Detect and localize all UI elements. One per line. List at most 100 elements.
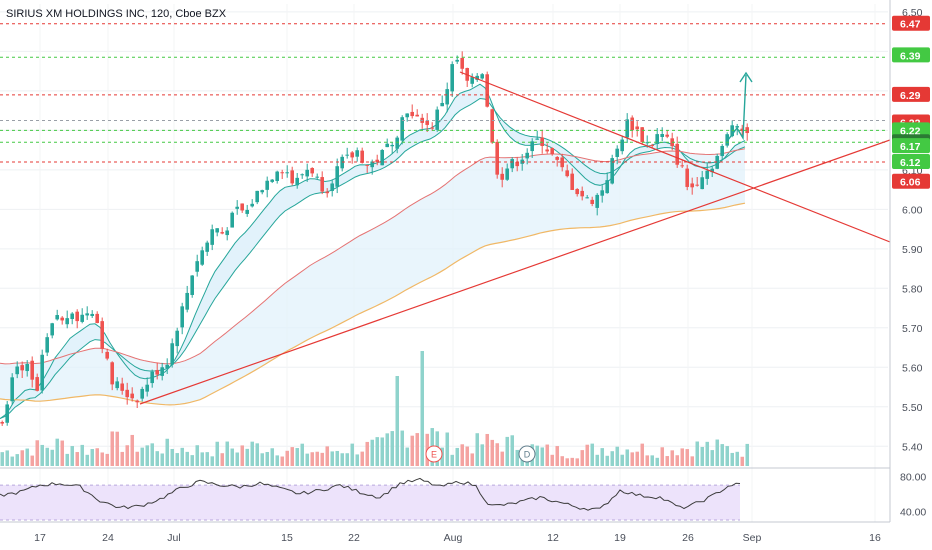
candle-body [70, 313, 74, 320]
candle-body [595, 194, 599, 208]
candle-body [35, 377, 39, 391]
x-tick-label: 22 [348, 532, 360, 544]
candle-body [235, 206, 239, 209]
candle-body [0, 422, 4, 424]
x-tick-label: 16 [869, 532, 881, 544]
y-tick-label: 5.70 [902, 323, 923, 335]
candle-body [300, 174, 304, 176]
volume-bar [420, 351, 424, 466]
volume-bar [580, 450, 584, 466]
volume-bar [455, 447, 459, 466]
volume-bar [20, 450, 24, 466]
candle-body [490, 109, 494, 143]
y-tick-label: 5.90 [902, 244, 923, 256]
volume-bar [190, 455, 194, 466]
volume-bar [375, 437, 379, 466]
volume-bar [355, 454, 359, 466]
price-tag-label: 6.39 [900, 50, 921, 62]
volume-bar [25, 448, 29, 466]
volume-bar [245, 448, 249, 466]
volume-bar [680, 448, 684, 466]
volume-bar [400, 430, 404, 466]
volume-bar [500, 451, 504, 466]
candle-body [50, 323, 54, 336]
volume-bar [85, 454, 89, 466]
volume-bar [415, 433, 419, 466]
candle-body [75, 311, 79, 322]
candle-body [130, 393, 134, 399]
candle-body [115, 381, 119, 389]
volume-bar [495, 443, 499, 466]
candle-body [240, 203, 244, 211]
volume-bar [235, 452, 239, 466]
candle-body [125, 389, 129, 398]
candle-body [475, 75, 479, 80]
candle-body [625, 119, 629, 138]
volume-bar [165, 438, 169, 466]
volume-bar [65, 453, 69, 466]
chart-title: SIRIUS XM HOLDINGS INC, 120, Cboe BZX [6, 8, 227, 20]
candle-body [655, 134, 659, 145]
volume-bar [275, 455, 279, 466]
price-tag-label: 6.17 [900, 141, 921, 153]
volume-bar [15, 454, 19, 466]
time-axis[interactable]: 17 24 Jul 15 22 Aug 12 19 26 Sep 16 [34, 532, 881, 544]
volume-bar [605, 455, 609, 466]
volume-bar [735, 451, 739, 466]
candle-body [685, 168, 689, 187]
candle-body [185, 292, 189, 310]
price-tag [892, 122, 930, 138]
candle-body [180, 306, 184, 328]
volume-bar [365, 441, 369, 466]
volume-bar [200, 452, 204, 466]
candle-body [405, 113, 409, 118]
candle-body [95, 313, 99, 324]
candle-body [135, 400, 139, 403]
candle-body [435, 109, 439, 130]
candle-body [150, 371, 154, 384]
volume-bar [220, 453, 224, 466]
candle-body [155, 370, 159, 375]
volume-bar [380, 437, 384, 466]
candle-body [100, 321, 104, 349]
candle-body [630, 117, 634, 131]
volume-bar [280, 456, 284, 466]
volume-bar [745, 443, 749, 466]
volume-bar [60, 440, 64, 466]
volume-bar [270, 448, 274, 466]
volume-bar [610, 451, 614, 466]
volume-bar [250, 441, 254, 466]
candle-body [605, 180, 609, 194]
candle-body [175, 330, 179, 347]
candle-body [80, 314, 84, 322]
volume-bar [395, 376, 399, 466]
volume-bar [485, 433, 489, 466]
event-marker [425, 445, 443, 463]
candle-body [5, 404, 9, 423]
volume-bar [510, 435, 514, 466]
volume-bar [550, 454, 554, 466]
volume-bar [480, 444, 484, 466]
volume-bar [515, 449, 519, 466]
candle-body [310, 168, 314, 174]
candle-body [725, 134, 729, 146]
candle-body [430, 127, 434, 129]
volume-bar [240, 445, 244, 466]
volume-bar [260, 453, 264, 466]
candle-body [65, 318, 69, 325]
volume-bar [115, 431, 119, 466]
price-tags: 6.476.396.296.226.2214:286.176.126.06 [892, 15, 930, 189]
volume-bar [350, 443, 354, 466]
volume-bar [440, 447, 444, 466]
candle-body [260, 190, 264, 193]
candle-body [15, 366, 19, 375]
volume-bar [370, 439, 374, 466]
grid [0, 4, 888, 522]
price-tag [892, 138, 930, 154]
candle-body [285, 172, 289, 174]
volume-bar [330, 451, 334, 466]
volume-bar [450, 454, 454, 466]
volume-bar [655, 457, 659, 466]
candle-body [715, 155, 719, 169]
